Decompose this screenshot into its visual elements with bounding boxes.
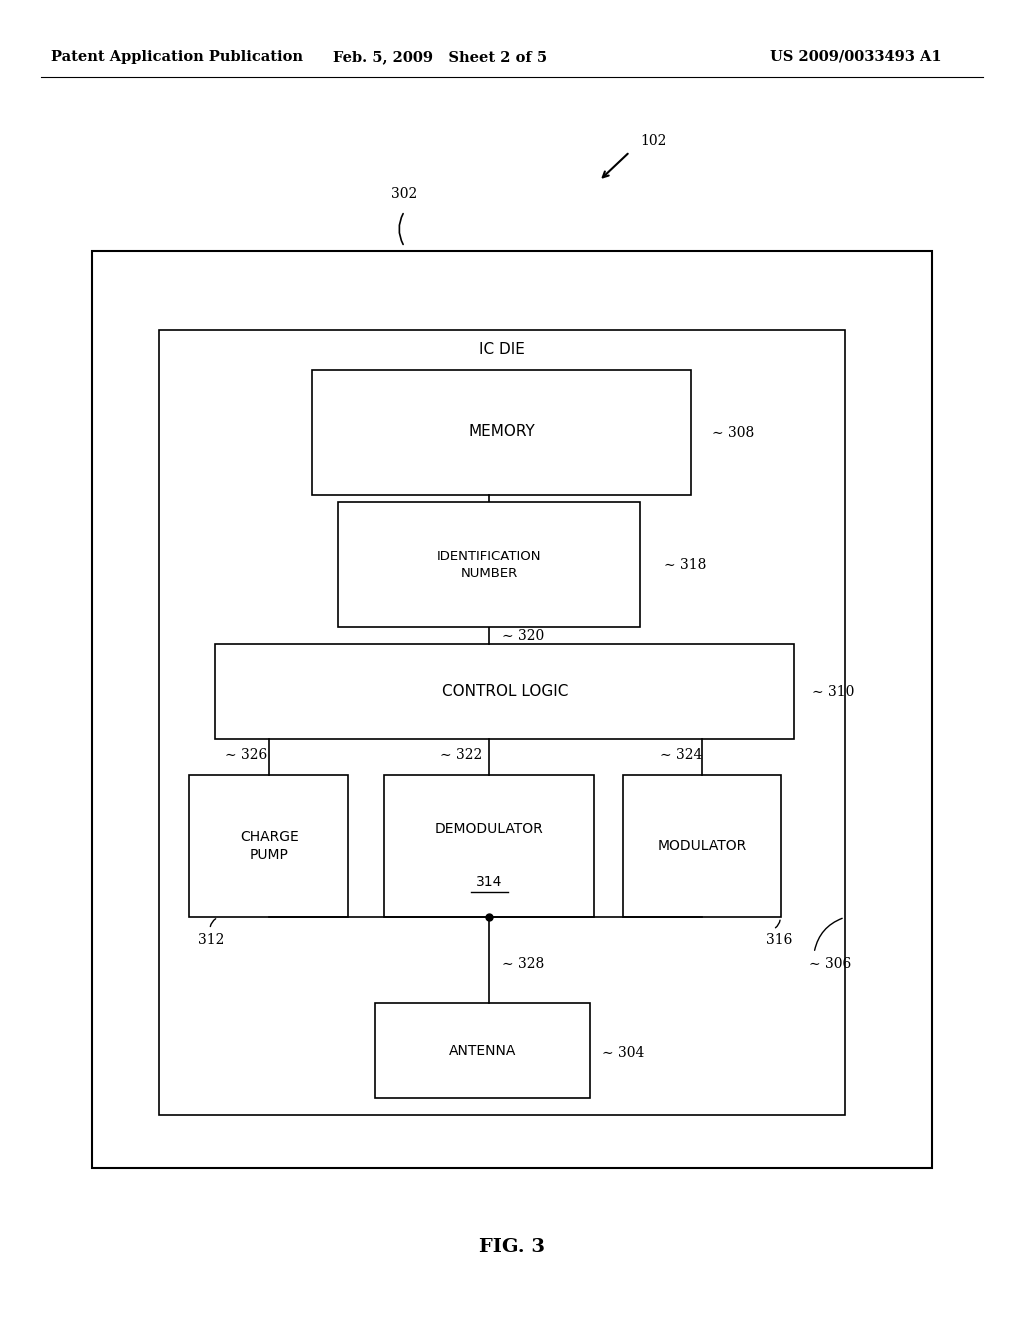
FancyBboxPatch shape — [92, 251, 932, 1168]
Text: IC DIE: IC DIE — [479, 342, 524, 358]
Text: ∼ 308: ∼ 308 — [712, 426, 754, 440]
Text: 102: 102 — [640, 135, 667, 148]
FancyBboxPatch shape — [623, 775, 781, 917]
FancyBboxPatch shape — [375, 1003, 590, 1098]
Text: ∼ 310: ∼ 310 — [812, 685, 854, 698]
FancyBboxPatch shape — [384, 775, 594, 917]
Text: ∼ 328: ∼ 328 — [502, 957, 544, 970]
Text: 314: 314 — [476, 875, 503, 888]
Text: ∼ 326: ∼ 326 — [225, 748, 267, 762]
Text: DEMODULATOR: DEMODULATOR — [435, 822, 544, 836]
Text: MEMORY: MEMORY — [468, 424, 536, 440]
FancyBboxPatch shape — [338, 502, 640, 627]
Text: Feb. 5, 2009   Sheet 2 of 5: Feb. 5, 2009 Sheet 2 of 5 — [333, 50, 548, 63]
Text: CONTROL LOGIC: CONTROL LOGIC — [441, 684, 568, 700]
Text: ∼ 322: ∼ 322 — [440, 748, 482, 762]
FancyBboxPatch shape — [159, 330, 845, 1115]
Text: MODULATOR: MODULATOR — [657, 840, 748, 853]
Text: US 2009/0033493 A1: US 2009/0033493 A1 — [770, 50, 942, 63]
Text: ∼ 324: ∼ 324 — [660, 748, 702, 762]
Text: FIG. 3: FIG. 3 — [479, 1238, 545, 1257]
Text: ∼ 318: ∼ 318 — [664, 558, 706, 572]
Text: Patent Application Publication: Patent Application Publication — [51, 50, 303, 63]
FancyBboxPatch shape — [312, 370, 691, 495]
Text: 316: 316 — [766, 933, 793, 948]
FancyBboxPatch shape — [215, 644, 794, 739]
Text: ∼ 306: ∼ 306 — [809, 957, 851, 970]
Text: ∼ 304: ∼ 304 — [602, 1047, 644, 1060]
FancyBboxPatch shape — [189, 775, 348, 917]
Text: 312: 312 — [198, 933, 224, 948]
Text: CHARGE
PUMP: CHARGE PUMP — [240, 830, 299, 862]
Text: ANTENNA: ANTENNA — [449, 1044, 516, 1057]
Text: ∼ 320: ∼ 320 — [502, 630, 544, 643]
Text: IDENTIFICATION
NUMBER: IDENTIFICATION NUMBER — [437, 550, 542, 579]
Text: 302: 302 — [391, 186, 418, 201]
